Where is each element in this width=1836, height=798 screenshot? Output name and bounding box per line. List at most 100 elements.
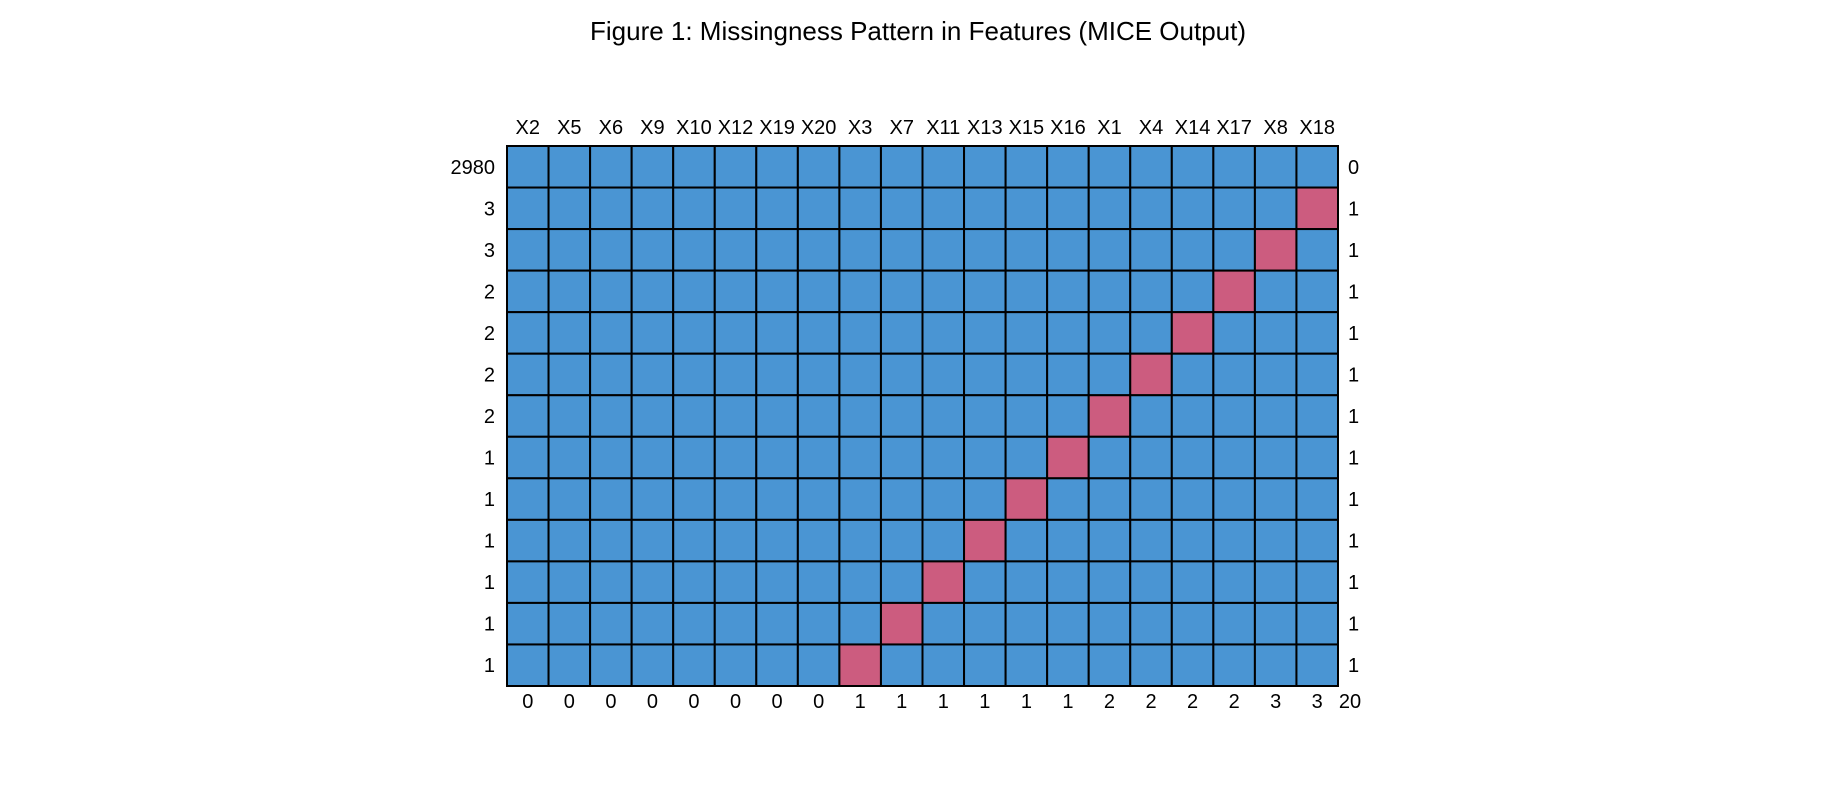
observed-cell bbox=[506, 352, 550, 397]
observed-cell bbox=[506, 435, 550, 480]
observed-cell bbox=[672, 269, 716, 314]
observed-cell bbox=[838, 560, 882, 604]
missing-per-variable-label: 0 bbox=[688, 691, 699, 713]
observed-cell bbox=[1046, 352, 1090, 397]
observed-cell bbox=[963, 228, 1007, 272]
missing-per-variable-label: 1 bbox=[1062, 691, 1073, 713]
observed-cell bbox=[630, 394, 675, 438]
observed-cell bbox=[672, 145, 716, 189]
observed-cell bbox=[963, 186, 1007, 231]
observed-cell bbox=[713, 560, 758, 604]
observed-cell bbox=[589, 311, 633, 355]
observed-cell bbox=[630, 145, 675, 189]
observed-cell bbox=[1253, 601, 1298, 646]
missing-per-variable-label: 2 bbox=[1104, 691, 1115, 713]
observed-cell bbox=[547, 269, 592, 314]
missing-cell bbox=[1212, 269, 1256, 314]
observed-cell bbox=[1004, 186, 1049, 231]
observed-cell bbox=[630, 477, 675, 521]
observed-cell bbox=[589, 643, 633, 688]
observed-cell bbox=[879, 394, 924, 438]
observed-cell bbox=[1170, 394, 1215, 438]
missing-cell bbox=[1046, 435, 1090, 480]
pattern-count-label: 1 bbox=[484, 572, 495, 594]
observed-cell bbox=[547, 560, 592, 604]
observed-cell bbox=[1295, 601, 1339, 646]
observed-cell bbox=[1212, 477, 1256, 521]
observed-cell bbox=[838, 145, 882, 189]
column-label: X17 bbox=[1216, 117, 1252, 139]
observed-cell bbox=[506, 311, 550, 355]
observed-cell bbox=[1253, 269, 1298, 314]
column-label: X10 bbox=[676, 117, 712, 139]
observed-cell bbox=[589, 186, 633, 231]
missing-per-pattern-label: 1 bbox=[1348, 614, 1359, 636]
observed-cell bbox=[1087, 518, 1132, 563]
observed-cell bbox=[672, 311, 716, 355]
observed-cell bbox=[713, 518, 758, 563]
observed-cell bbox=[672, 477, 716, 521]
observed-cell bbox=[713, 352, 758, 397]
missing-per-pattern-label: 1 bbox=[1348, 364, 1359, 386]
observed-cell bbox=[547, 145, 592, 189]
observed-cell bbox=[796, 601, 841, 646]
observed-cell bbox=[1295, 560, 1339, 604]
observed-cell bbox=[1046, 394, 1090, 438]
observed-cell bbox=[1295, 352, 1339, 397]
missing-per-variable-label: 3 bbox=[1270, 691, 1281, 713]
missing-per-variable-label: 1 bbox=[938, 691, 949, 713]
column-label: X20 bbox=[801, 117, 837, 139]
observed-cell bbox=[1004, 228, 1049, 272]
observed-cell bbox=[1129, 145, 1173, 189]
missing-cell bbox=[879, 601, 924, 646]
observed-cell bbox=[1004, 145, 1049, 189]
observed-cell bbox=[838, 228, 882, 272]
observed-cell bbox=[589, 269, 633, 314]
missing-per-pattern-label: 1 bbox=[1348, 406, 1359, 428]
observed-cell bbox=[838, 394, 882, 438]
observed-cell bbox=[1212, 311, 1256, 355]
observed-cell bbox=[1129, 311, 1173, 355]
observed-cell bbox=[672, 394, 716, 438]
observed-cell bbox=[547, 435, 592, 480]
observed-cell bbox=[838, 311, 882, 355]
observed-cell bbox=[1087, 601, 1132, 646]
observed-cell bbox=[879, 311, 924, 355]
observed-cell bbox=[1253, 435, 1298, 480]
missing-per-pattern-label: 1 bbox=[1348, 655, 1359, 677]
observed-cell bbox=[796, 518, 841, 563]
observed-cell bbox=[1295, 435, 1339, 480]
observed-cell bbox=[1212, 643, 1256, 688]
observed-cell bbox=[1004, 518, 1049, 563]
observed-cell bbox=[1212, 518, 1256, 563]
observed-cell bbox=[963, 269, 1007, 314]
observed-cell bbox=[1295, 518, 1339, 563]
missing-per-pattern-label: 1 bbox=[1348, 240, 1359, 262]
observed-cell bbox=[1295, 643, 1339, 688]
observed-cell bbox=[879, 186, 924, 231]
missing-per-pattern-label: 1 bbox=[1348, 531, 1359, 553]
missing-cell bbox=[1129, 352, 1173, 397]
observed-cell bbox=[1087, 352, 1132, 397]
observed-cell bbox=[755, 435, 799, 480]
column-labels: X2 X5 X6 X9 X10 X12 X19 X20 X3 X7 X11 X13 X15 X16 X1 X4… bbox=[516, 117, 1335, 139]
column-label: X2 bbox=[516, 117, 540, 139]
observed-cell bbox=[1004, 311, 1049, 355]
missing-cell bbox=[1004, 477, 1049, 521]
observed-cell bbox=[630, 435, 675, 480]
observed-cell bbox=[547, 311, 592, 355]
missing-per-variable-label: 1 bbox=[855, 691, 866, 713]
observed-cell bbox=[672, 643, 716, 688]
observed-cell bbox=[921, 601, 966, 646]
observed-cell bbox=[963, 311, 1007, 355]
observed-cell bbox=[506, 560, 550, 604]
missing-per-pattern-label: 1 bbox=[1348, 489, 1359, 511]
pattern-count-label: 3 bbox=[484, 240, 495, 262]
observed-cell bbox=[547, 186, 592, 231]
observed-cell bbox=[755, 477, 799, 521]
observed-cell bbox=[672, 435, 716, 480]
pattern-count-label: 1 bbox=[484, 531, 495, 553]
missing-per-pattern-label: 1 bbox=[1348, 281, 1359, 303]
observed-cell bbox=[1046, 477, 1090, 521]
